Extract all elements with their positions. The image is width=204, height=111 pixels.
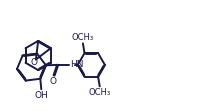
- Text: OH: OH: [34, 91, 48, 100]
- Text: HN: HN: [70, 60, 84, 69]
- Text: O: O: [50, 77, 57, 86]
- Text: O: O: [31, 58, 38, 67]
- Text: OCH₃: OCH₃: [72, 33, 94, 42]
- Text: OCH₃: OCH₃: [89, 88, 111, 97]
